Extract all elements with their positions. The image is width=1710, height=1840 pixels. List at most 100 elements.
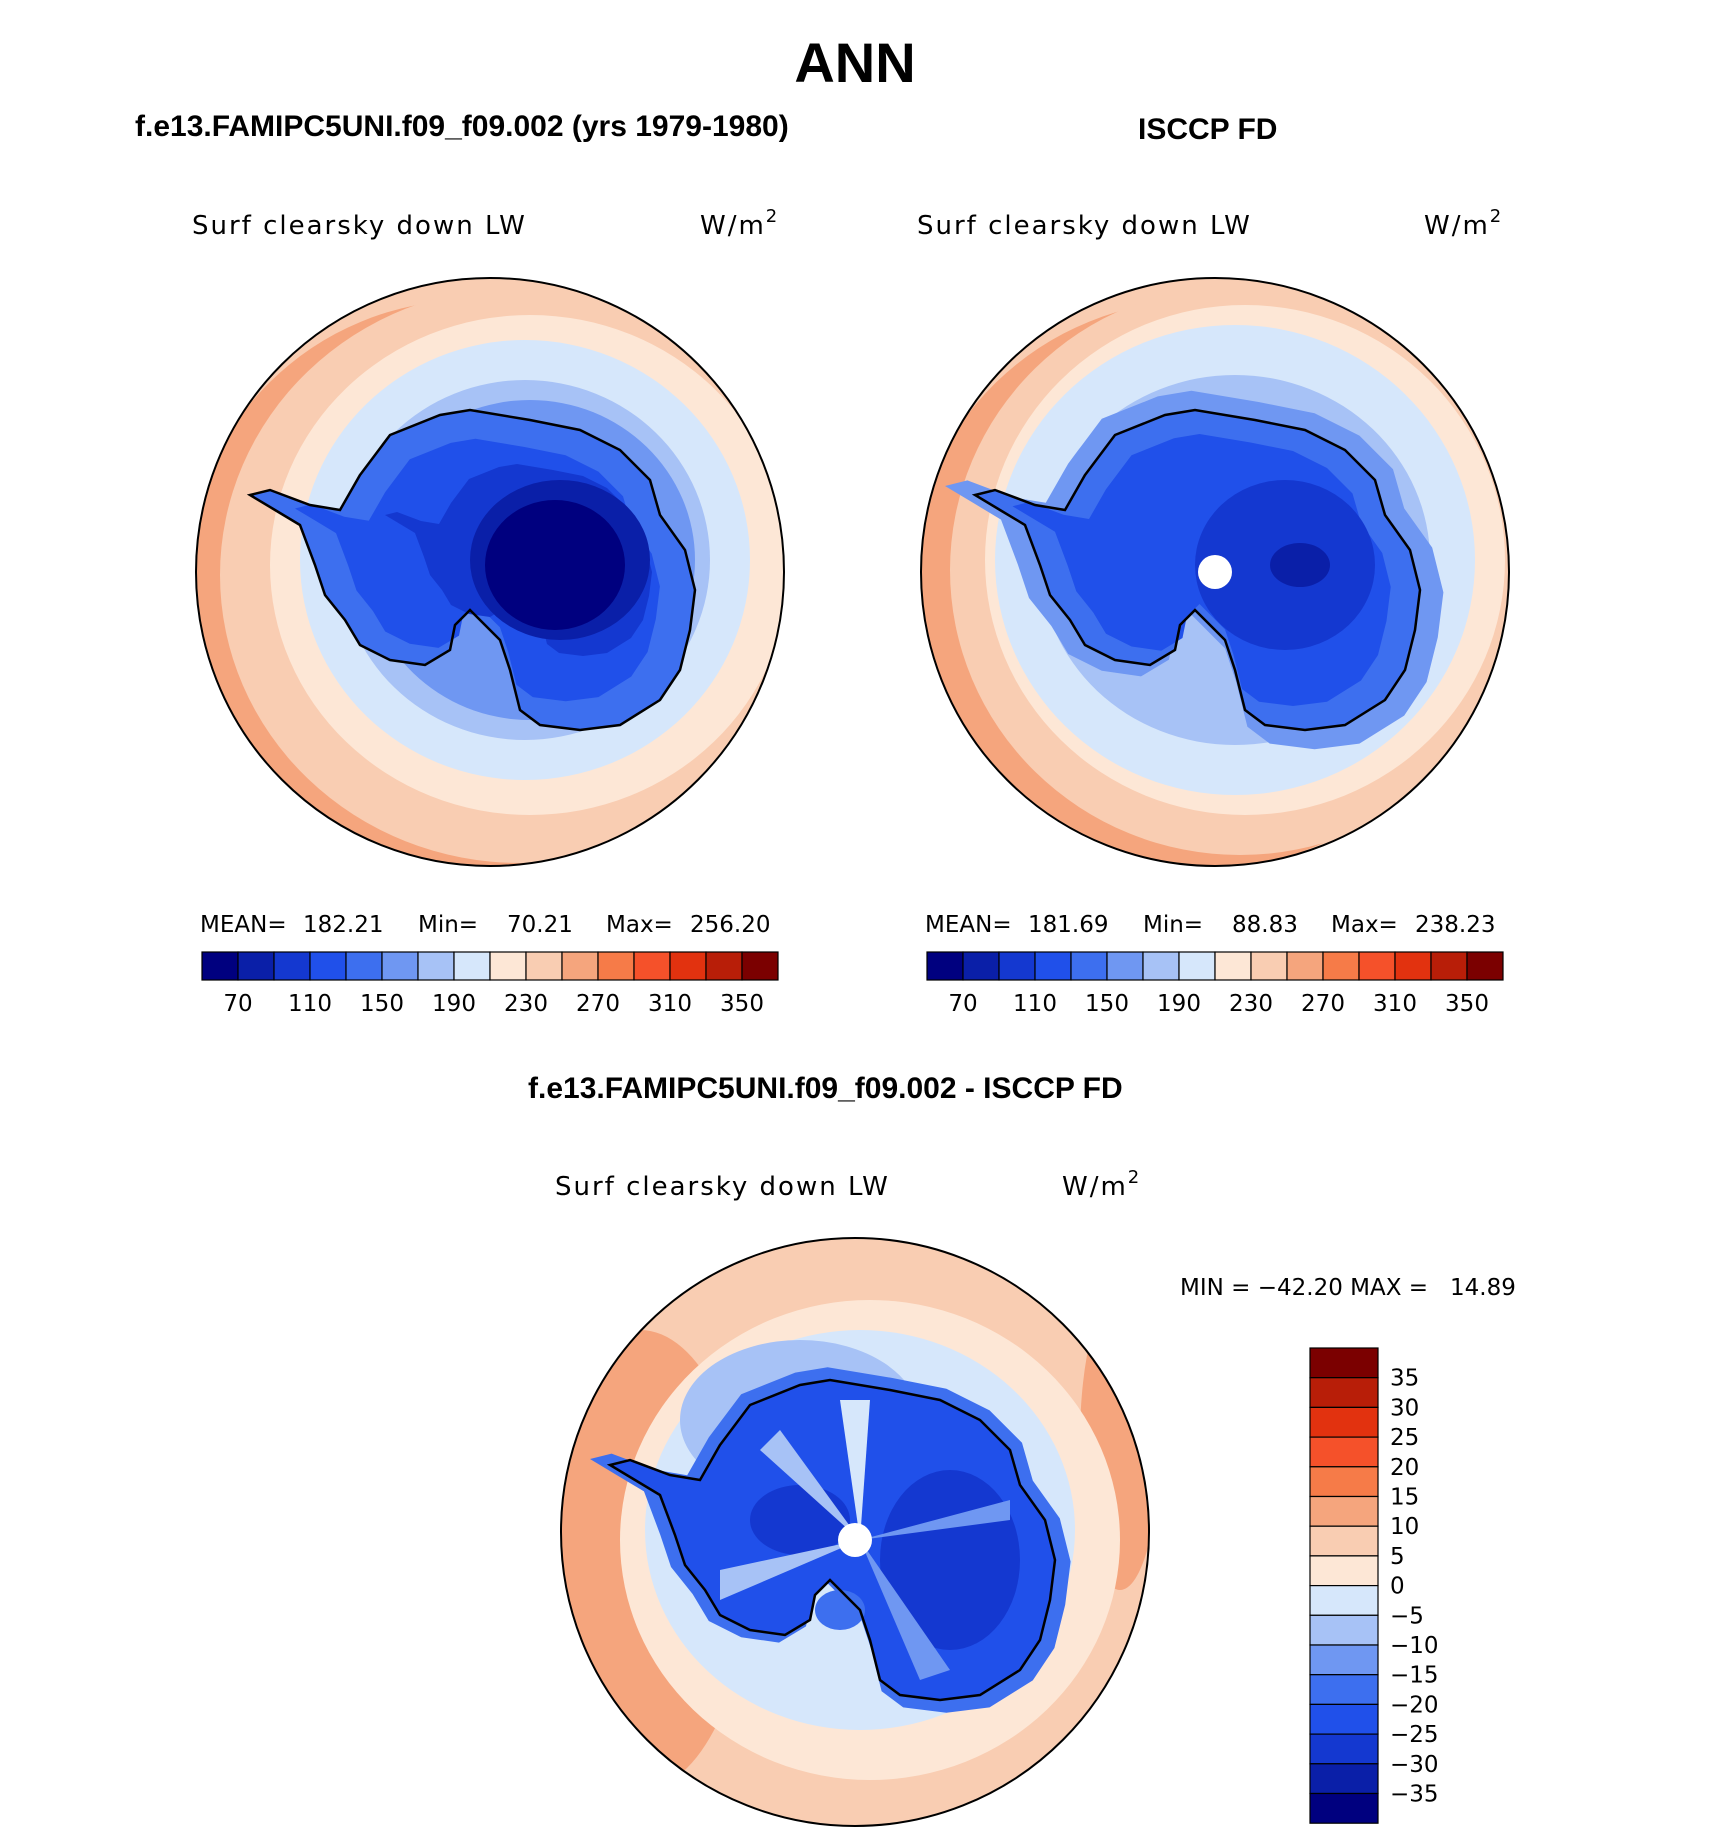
colorbar-tick-label: 230	[1229, 991, 1273, 1017]
diff-colorbar: 35 30 25 20 15 10 5 0 −5 −10 −15 −20 −25 −30 −35	[1309, 1347, 1439, 1824]
colorbar-swatch	[453, 951, 491, 981]
colorbar-tick-label: −35	[1390, 1782, 1439, 1808]
colorbar-tick-label: −15	[1390, 1663, 1439, 1689]
top-left-case-title: f.e13.FAMIPC5UNI.f09_f09.002 (yrs 1979-1…	[135, 110, 789, 143]
colorbar-tick-label: 70	[223, 991, 252, 1017]
colorbar-swatch	[1309, 1495, 1379, 1527]
svg-text:182.21: 182.21	[303, 912, 383, 938]
colorbar-tick-label: 35	[1390, 1366, 1419, 1392]
colorbar-swatch	[705, 951, 743, 981]
colorbar-swatch	[1309, 1347, 1379, 1379]
colorbar-swatch	[926, 951, 964, 981]
colorbar-tick-label: 110	[288, 991, 332, 1017]
colorbar-swatch	[1214, 951, 1252, 981]
colorbar-swatch	[1430, 951, 1468, 981]
colorbar-tick-label: 20	[1390, 1455, 1419, 1481]
colorbar-tick-label: 0	[1390, 1574, 1405, 1600]
top-right-stats: MEAN= 181.69 Min= 88.83 Max= 238.23	[925, 912, 1495, 938]
colorbar-swatch	[345, 951, 383, 981]
colorbar-tick-label: −20	[1390, 1692, 1439, 1718]
svg-text:Min=: Min=	[418, 912, 478, 938]
colorbar-swatch	[1286, 951, 1324, 981]
svg-text:Max=: Max=	[1331, 912, 1398, 938]
colorbar-tick-label: 10	[1390, 1514, 1419, 1540]
colorbar-swatch	[525, 951, 563, 981]
top-left-map-border	[195, 277, 785, 867]
colorbar-swatch	[633, 951, 671, 981]
svg-text:70.21: 70.21	[507, 912, 573, 938]
colorbar-tick-label: −25	[1390, 1722, 1439, 1748]
top-right-map	[921, 278, 1509, 866]
colorbar-swatch	[309, 951, 347, 981]
colorbar-swatch	[1142, 951, 1180, 981]
colorbar-swatch	[1322, 951, 1360, 981]
colorbar-swatch	[273, 951, 311, 981]
colorbar-tick-label: 150	[1085, 991, 1129, 1017]
colorbar-swatch	[962, 951, 1000, 981]
colorbar-swatch	[237, 951, 275, 981]
colorbar-swatch	[1178, 951, 1216, 981]
top-left-variable-label: Surf clearsky down LW	[192, 211, 527, 241]
colorbar-tick-label: −30	[1390, 1752, 1439, 1778]
svg-text:MEAN=: MEAN=	[200, 912, 287, 938]
colorbar-swatch	[1034, 951, 1072, 981]
colorbar-swatch	[561, 951, 599, 981]
colorbar-tick-label: −5	[1390, 1603, 1424, 1629]
colorbar-swatch	[1106, 951, 1144, 981]
top-left-units: W/m2	[700, 206, 779, 241]
colorbar-swatch	[1309, 1555, 1379, 1587]
colorbar-swatch	[1309, 1644, 1379, 1676]
colorbar-swatch	[1358, 951, 1396, 981]
colorbar-swatch	[381, 951, 419, 981]
top-right-units: W/m2	[1424, 206, 1503, 241]
colorbar-swatch	[1309, 1406, 1379, 1438]
bottom-units: W/m2	[1062, 1167, 1141, 1202]
colorbar-swatch	[1309, 1763, 1379, 1795]
top-right-colorbar: 70 110 150 190 230 270 310 350	[926, 951, 1504, 1017]
colorbar-tick-label: 25	[1390, 1425, 1419, 1451]
colorbar-swatch	[201, 951, 239, 981]
bottom-case-title: f.e13.FAMIPC5UNI.f09_f09.002 - ISCCP FD	[528, 1072, 1123, 1105]
colorbar-tick-label: 350	[720, 991, 764, 1017]
colorbar-swatch	[1309, 1614, 1379, 1646]
colorbar-swatch	[489, 951, 527, 981]
colorbar-tick-label: 150	[360, 991, 404, 1017]
colorbar-swatch	[1466, 951, 1504, 981]
colorbar-swatch	[1250, 951, 1288, 981]
colorbar-swatch	[998, 951, 1036, 981]
top-right-variable-label: Surf clearsky down LW	[917, 211, 1252, 241]
colorbar-swatch	[1309, 1436, 1379, 1468]
colorbar-tick-label: 310	[648, 991, 692, 1017]
top-left-map	[196, 278, 784, 866]
colorbar-swatch	[741, 951, 779, 981]
colorbar-tick-label: 350	[1445, 991, 1489, 1017]
colorbar-swatch	[669, 951, 707, 981]
colorbar-swatch	[1309, 1377, 1379, 1408]
colorbar-tick-label: 5	[1390, 1544, 1405, 1570]
pole-gap	[838, 1523, 872, 1557]
colorbar-tick-label: 270	[576, 991, 620, 1017]
pole-gap	[1198, 555, 1232, 589]
svg-text:181.69: 181.69	[1028, 912, 1108, 938]
top-right-case-title: ISCCP FD	[1138, 113, 1278, 146]
colorbar-swatch	[1309, 1733, 1379, 1765]
svg-text:MEAN=: MEAN=	[925, 912, 1012, 938]
svg-text:Max=: Max=	[606, 912, 673, 938]
colorbar-swatch	[1309, 1525, 1379, 1557]
colorbar-tick-label: 110	[1013, 991, 1057, 1017]
colorbar-tick-label: −10	[1390, 1633, 1439, 1659]
figure-title: ANN	[794, 31, 916, 94]
colorbar-tick-label: 70	[948, 991, 977, 1017]
colorbar-swatch	[1070, 951, 1108, 981]
svg-text:Min=: Min=	[1143, 912, 1203, 938]
bottom-variable-label: Surf clearsky down LW	[555, 1172, 890, 1202]
svg-text:238.23: 238.23	[1415, 912, 1495, 938]
colorbar-tick-label: 190	[432, 991, 476, 1017]
svg-text:88.83: 88.83	[1232, 912, 1298, 938]
colorbar-swatch	[1309, 1674, 1379, 1705]
top-left-stats: MEAN= 182.21 Min= 70.21 Max= 256.20	[200, 912, 770, 938]
colorbar-swatch	[1309, 1584, 1379, 1616]
colorbar-tick-label: 230	[504, 991, 548, 1017]
top-left-colorbar: 70 110 150 190 230 270 310 350	[201, 951, 779, 1017]
colorbar-tick-label: 190	[1157, 991, 1201, 1017]
